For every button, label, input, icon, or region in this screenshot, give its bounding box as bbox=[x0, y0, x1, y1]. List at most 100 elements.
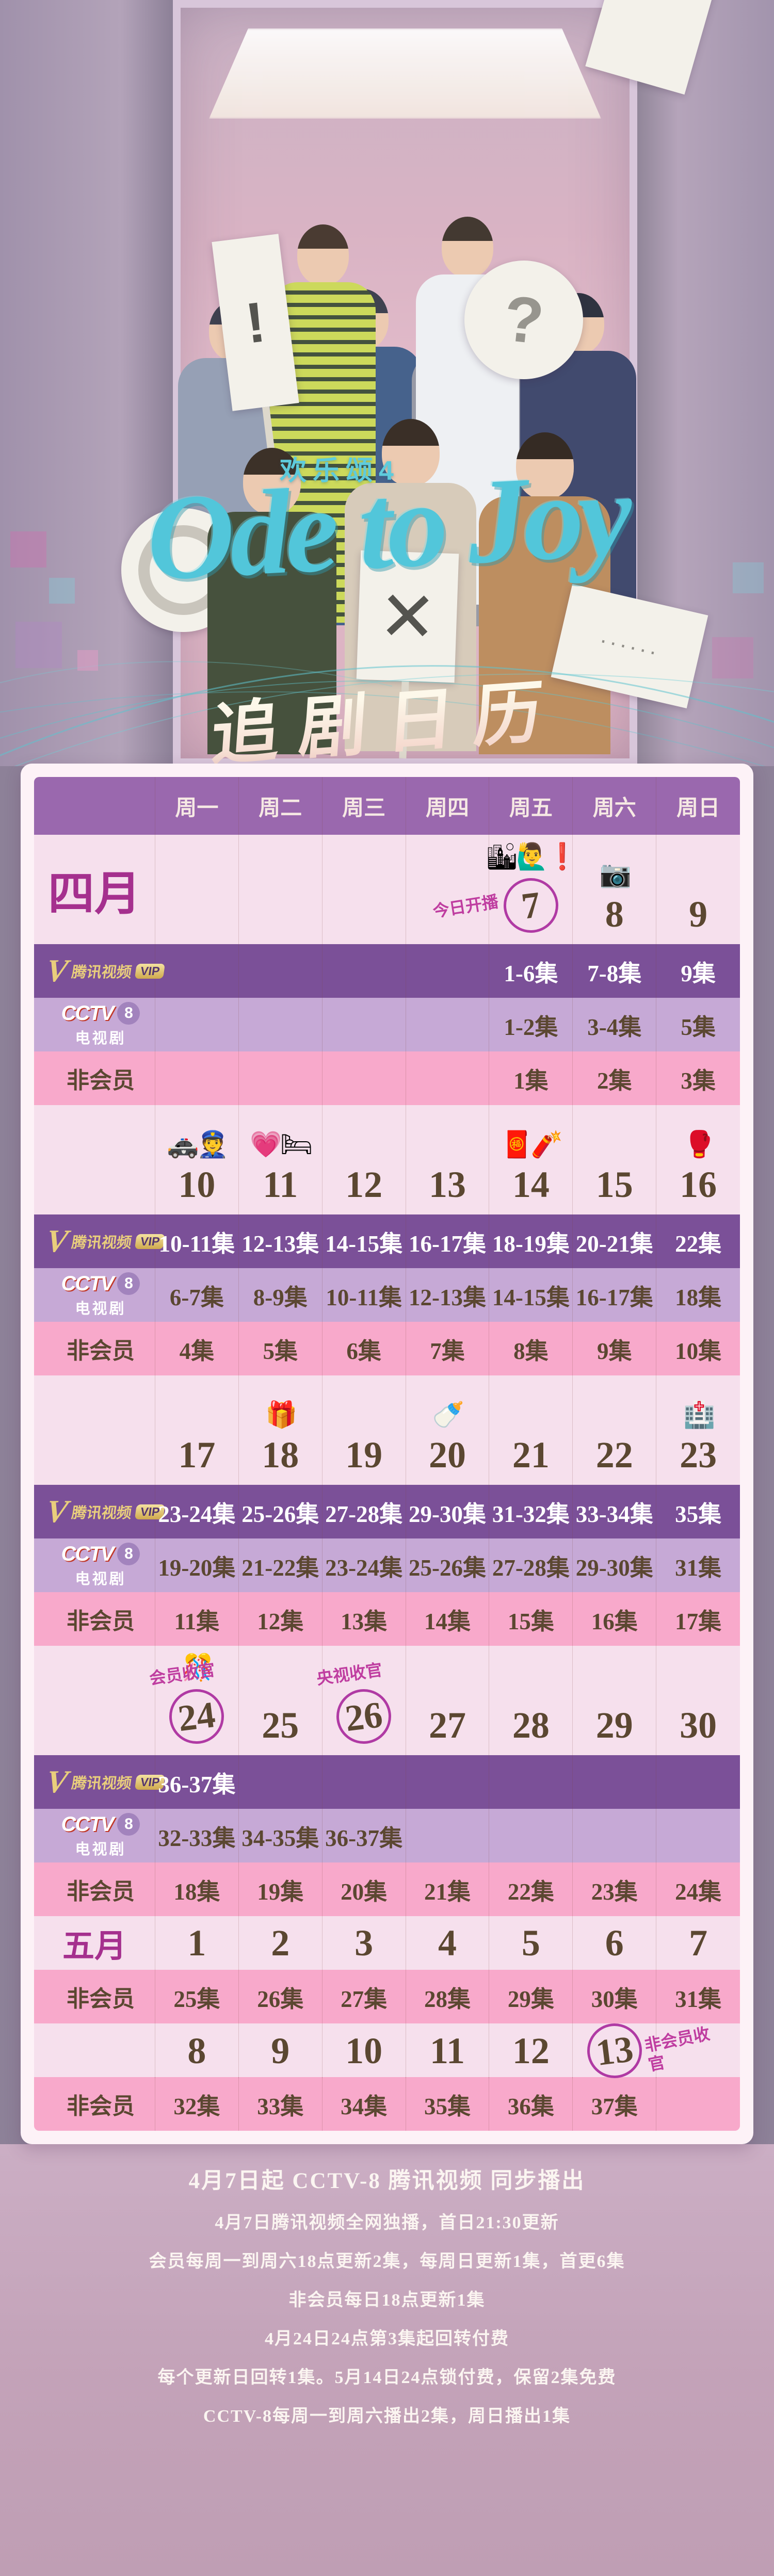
date-number: 21 bbox=[512, 1434, 550, 1476]
nonmember-label: 非会员 bbox=[67, 1609, 135, 1634]
date-cell: 17 bbox=[155, 1375, 239, 1485]
episode-cell: 12集 bbox=[239, 1592, 322, 1646]
episode-cell: 18-19集 bbox=[489, 1214, 573, 1268]
cctv8-drama-logo: CCTV 8 电视剧 bbox=[61, 1543, 140, 1589]
episode-cell bbox=[406, 998, 490, 1051]
date-cell: 🥊 16 bbox=[656, 1105, 740, 1214]
episode-cell: 20集 bbox=[322, 1862, 406, 1916]
episode-cell: 9集 bbox=[656, 944, 740, 998]
episode-value: 8-9集 bbox=[253, 1284, 308, 1310]
date-emoji: 🎁 bbox=[265, 1400, 297, 1429]
date-number: 14 bbox=[512, 1164, 550, 1205]
broadcast-info-line: 4月7日腾讯视频全网独播，首日21:30更新 bbox=[215, 2213, 559, 2232]
episode-cell: 34-35集 bbox=[239, 1809, 322, 1862]
episode-value: 22集 bbox=[675, 1230, 722, 1257]
episode-cell: 5集 bbox=[656, 998, 740, 1051]
episode-value: 14集 bbox=[424, 1608, 471, 1634]
nonmember-row-label-cell: 非会员 bbox=[34, 1970, 155, 2023]
date-number: 5 bbox=[521, 1922, 540, 1964]
date-cell: 8 bbox=[155, 2023, 239, 2078]
cctv8-drama-logo: CCTV 8 电视剧 bbox=[61, 1002, 140, 1048]
mosaic-pixel bbox=[15, 622, 62, 668]
episode-cell: 35集 bbox=[656, 1485, 740, 1538]
weekday-cell: 周六 bbox=[573, 777, 657, 835]
date-number-wrap: 14 bbox=[512, 1166, 550, 1203]
episode-cell: 24集 bbox=[656, 1862, 740, 1916]
vip-name-label: 腾讯视频 bbox=[70, 1235, 133, 1251]
broadcast-info-line: 4月7日起 CCTV-8 腾讯视频 同步播出 bbox=[188, 2169, 586, 2193]
nonmember-row-label-cell: 非会员 bbox=[34, 1322, 155, 1375]
weekday-header-row: 周一 周二 周三 周四 周五 周六 周日 bbox=[34, 777, 740, 835]
episode-cell: 23-24集 bbox=[155, 1485, 239, 1538]
corner-cell bbox=[34, 777, 155, 835]
episode-cell bbox=[489, 1755, 573, 1809]
episode-cell: 1集 bbox=[489, 1051, 573, 1105]
date-number-wrap: 1 bbox=[187, 1924, 206, 1962]
episode-cell bbox=[155, 1051, 239, 1105]
episode-cell: 21集 bbox=[406, 1862, 490, 1916]
episode-cell bbox=[322, 1051, 406, 1105]
episode-cell: 27集 bbox=[322, 1970, 406, 2023]
episode-cell bbox=[155, 944, 239, 998]
nonmember-row: 非会员 1集 2集 3集 bbox=[34, 1051, 740, 1105]
date-emoji: 🎊 bbox=[182, 1653, 214, 1682]
date-number: 10 bbox=[178, 1164, 216, 1205]
episode-value: 11集 bbox=[174, 1608, 220, 1634]
nonmember-row-label-cell: 非会员 bbox=[34, 1862, 155, 1916]
episode-cell: 18集 bbox=[155, 1862, 239, 1916]
date-cell: 22 bbox=[573, 1375, 657, 1485]
episode-value: 28集 bbox=[424, 1986, 471, 2012]
date-number-wrap: 5 bbox=[522, 1924, 540, 1962]
date-number: 11 bbox=[263, 1164, 298, 1205]
date-number-wrap: 8 bbox=[187, 2032, 206, 2069]
episode-cell: 25-26集 bbox=[239, 1485, 322, 1538]
episode-value: 25集 bbox=[173, 1986, 220, 2012]
vip-v-glyph: V bbox=[44, 953, 71, 989]
date-cell: 21 bbox=[489, 1375, 573, 1485]
episode-cell bbox=[239, 998, 322, 1051]
date-number-wrap: 9 bbox=[689, 896, 707, 933]
episode-cell: 29集 bbox=[489, 1970, 573, 2023]
episode-cell: 25-26集 bbox=[406, 1538, 490, 1592]
episode-cell: 23-24集 bbox=[322, 1538, 406, 1592]
date-number-wrap: 6 bbox=[605, 1924, 624, 1962]
broadcast-info-section: 4月7日起 CCTV-8 腾讯视频 同步播出 4月7日腾讯视频全网独播，首日21:… bbox=[0, 2144, 774, 2576]
date-number-wrap: 11 bbox=[430, 2032, 465, 2069]
weekday-cell: 周一 bbox=[155, 777, 239, 835]
broadcast-info-line: CCTV-8每周一到周六播出2集，周日播出1集 bbox=[203, 2407, 571, 2426]
episode-value: 1-6集 bbox=[504, 960, 558, 986]
episode-value: 16-17集 bbox=[408, 1230, 486, 1257]
vip-name-label: 腾讯视频 bbox=[70, 1775, 133, 1792]
episode-value: 10集 bbox=[675, 1338, 722, 1364]
episode-value: 32集 bbox=[173, 2093, 220, 2119]
date-number: 8 bbox=[187, 2030, 206, 2071]
episode-cell: 31集 bbox=[656, 1970, 740, 2023]
episode-cell bbox=[239, 1051, 322, 1105]
date-number-wrap: 22 bbox=[596, 1436, 633, 1473]
episode-value: 4集 bbox=[179, 1338, 215, 1364]
elevator-ceiling-light bbox=[209, 28, 601, 119]
episode-cell: 10集 bbox=[656, 1322, 740, 1375]
episode-cell: 3-4集 bbox=[573, 998, 657, 1051]
handwritten-note: 央视收官 bbox=[315, 1660, 384, 1688]
date-number: 1 bbox=[187, 1922, 206, 1964]
date-number: 28 bbox=[512, 1705, 550, 1746]
date-emoji: 🏙🙋‍♂️❗ bbox=[485, 842, 578, 871]
date-number-wrap: 3 bbox=[354, 1924, 373, 1962]
episode-cell: 2集 bbox=[573, 1051, 657, 1105]
episode-value: 15集 bbox=[507, 1608, 554, 1634]
date-number-wrap: 24 会员收官 bbox=[149, 1660, 228, 1747]
date-number: 16 bbox=[680, 1164, 717, 1205]
date-cell: 30 bbox=[656, 1646, 740, 1755]
episode-value: 23-24集 bbox=[325, 1554, 403, 1581]
episode-cell: 7集 bbox=[406, 1322, 490, 1375]
episode-value: 17集 bbox=[675, 1608, 722, 1634]
episode-value: 6-7集 bbox=[169, 1284, 224, 1310]
vip-v-glyph: V bbox=[44, 1764, 71, 1800]
episode-cell: 11集 bbox=[155, 1592, 239, 1646]
episode-cell: 25集 bbox=[155, 1970, 239, 2023]
episode-cell bbox=[322, 998, 406, 1051]
date-cell: 27 bbox=[406, 1646, 490, 1755]
date-cell: 4 bbox=[406, 1916, 490, 1970]
mosaic-pixel bbox=[77, 650, 98, 671]
